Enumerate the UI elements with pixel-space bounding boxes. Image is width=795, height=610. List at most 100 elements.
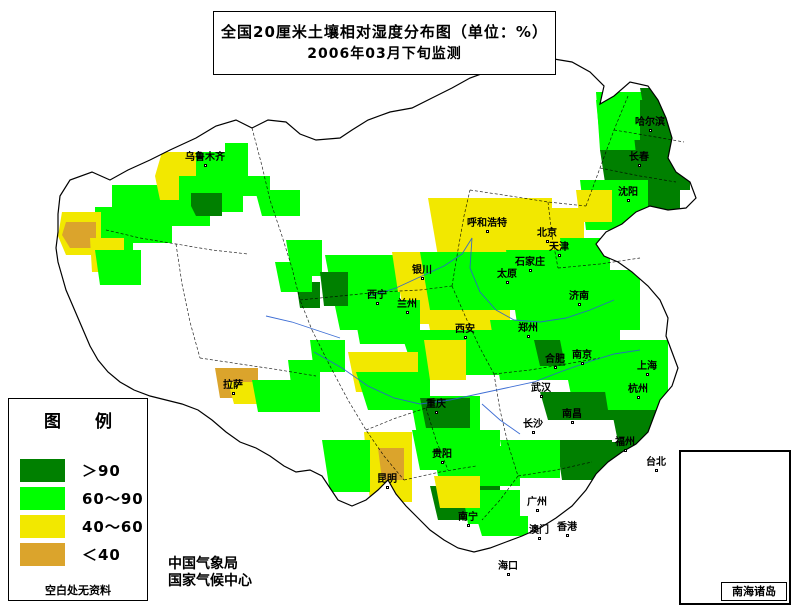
- city-label: 沈阳: [618, 188, 638, 202]
- city-marker-icon: [485, 230, 489, 233]
- city-marker-icon: [637, 164, 641, 167]
- city-label: 天津: [549, 243, 569, 257]
- city-label-text: 哈尔滨: [635, 117, 665, 128]
- legend-item: 40～60: [19, 513, 144, 540]
- moisture-patch: [476, 516, 528, 536]
- city-label: 上海: [637, 362, 657, 376]
- city-label: 石家庄: [515, 258, 545, 272]
- city-marker-icon: [405, 311, 409, 314]
- city-marker-icon: [440, 461, 444, 464]
- map-title-subtitle: 2006年03月下旬监测: [307, 46, 462, 62]
- city-label-text: 澳门: [529, 525, 549, 536]
- city-marker-icon: [528, 269, 532, 272]
- city-marker-icon: [636, 396, 640, 399]
- city-label-text: 济南: [569, 291, 589, 302]
- city-label: 长春: [629, 153, 649, 167]
- city-label-text: 南宁: [458, 512, 478, 523]
- legend-swatch: [19, 458, 66, 483]
- city-label: 昆明: [377, 475, 397, 489]
- city-marker-icon: [231, 392, 235, 395]
- city-label-text: 香港: [557, 522, 577, 533]
- moisture-patch: [500, 440, 560, 478]
- city-marker-icon: [463, 336, 467, 339]
- city-label: 武汉: [531, 384, 551, 398]
- city-label-text: 天津: [549, 242, 569, 253]
- map-title-primary: 全国20厘米土壤相对湿度分布图（单位：%）: [221, 23, 548, 41]
- moisture-patch: [62, 222, 96, 248]
- city-label: 拉萨: [223, 381, 243, 395]
- city-label: 西宁: [367, 291, 387, 305]
- moisture-patch: [95, 143, 270, 266]
- city-marker-icon: [577, 303, 581, 306]
- city-label-text: 石家庄: [515, 257, 545, 268]
- city-label: 乌鲁木齐: [185, 153, 225, 167]
- legend-swatch: [19, 514, 66, 539]
- city-label: 香港: [557, 523, 577, 537]
- city-label: 海口: [498, 562, 518, 576]
- city-marker-icon: [557, 254, 561, 257]
- moisture-patch: [95, 250, 141, 285]
- soil-moisture-patches: [58, 88, 690, 536]
- legend-note: 空白处无资料: [45, 584, 111, 597]
- legend-label: ＜40: [82, 546, 121, 564]
- city-label: 哈尔滨: [635, 118, 665, 132]
- moisture-patch: [424, 340, 466, 380]
- city-marker-icon: [539, 395, 543, 398]
- city-marker-icon: [623, 449, 627, 452]
- city-label: 合肥: [545, 355, 565, 369]
- legend-label: ＞90: [82, 462, 121, 480]
- city-label-text: 上海: [637, 361, 657, 372]
- city-label: 广州: [527, 498, 547, 512]
- city-label: 南昌: [562, 410, 582, 424]
- city-label: 长沙: [523, 420, 543, 434]
- city-label: 兰州: [397, 300, 417, 314]
- city-label: 福州: [615, 438, 635, 452]
- city-label-text: 南京: [572, 350, 592, 361]
- moisture-patch: [191, 193, 222, 216]
- city-marker-icon: [570, 421, 574, 424]
- moisture-patch: [434, 476, 480, 508]
- moisture-patch: [550, 270, 640, 330]
- city-marker-icon: [648, 129, 652, 132]
- city-marker-icon: [553, 366, 557, 369]
- city-label: 济南: [569, 292, 589, 306]
- legend-swatch: [19, 542, 66, 567]
- city-label-text: 合肥: [545, 354, 565, 365]
- moisture-patch: [155, 152, 196, 200]
- legend-item: 60～90: [19, 485, 144, 512]
- map-title-box: 全国20厘米土壤相对湿度分布图（单位：%） 2006年03月下旬监测: [213, 11, 556, 75]
- city-label: 南宁: [458, 513, 478, 527]
- city-label: 郑州: [518, 324, 538, 338]
- south-china-sea-inset: 南海诸岛: [679, 450, 791, 605]
- city-marker-icon: [537, 537, 541, 540]
- city-marker-icon: [506, 573, 510, 576]
- city-marker-icon: [654, 469, 658, 472]
- city-label: 呼和浩特: [467, 219, 507, 233]
- credit-agency: 中国气象局: [168, 556, 238, 572]
- legend-box: 图 例 ＞90 60～90 40～60 ＜40 空白处无资料: [8, 398, 148, 601]
- city-marker-icon: [545, 240, 549, 243]
- moisture-patch: [600, 360, 662, 410]
- legend-label: 60～90: [82, 490, 144, 508]
- rivers: [265, 237, 641, 435]
- moisture-patch: [576, 190, 612, 222]
- city-label-text: 重庆: [426, 399, 446, 410]
- city-label-text: 银川: [412, 265, 432, 276]
- city-label: 银川: [412, 266, 432, 280]
- credits: 中国气象局 国家气候中心: [168, 556, 252, 590]
- city-label: 台北: [646, 458, 666, 472]
- credit-center: 国家气候中心: [168, 573, 252, 589]
- legend-swatch: [19, 486, 66, 511]
- city-marker-icon: [420, 277, 424, 280]
- city-label-text: 郑州: [518, 323, 538, 334]
- legend-label: 40～60: [82, 518, 144, 536]
- city-marker-icon: [466, 524, 470, 527]
- moisture-patch: [252, 380, 320, 412]
- moisture-patch: [320, 272, 348, 306]
- city-label: 澳门: [529, 526, 549, 540]
- city-marker-icon: [434, 411, 438, 414]
- moisture-patch: [275, 262, 312, 292]
- city-marker-icon: [626, 199, 630, 202]
